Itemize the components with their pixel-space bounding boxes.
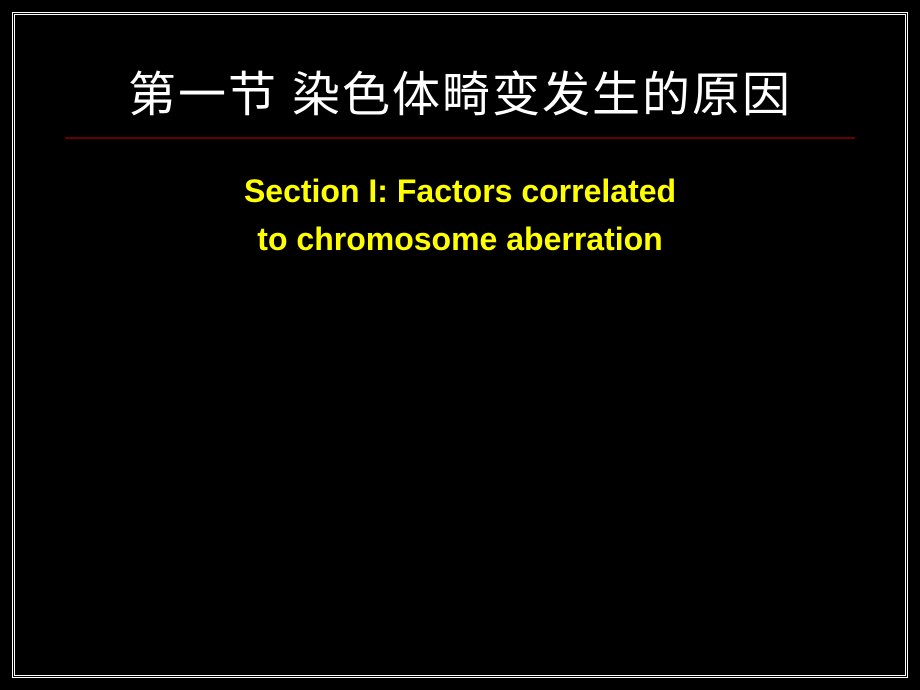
title-underline: [65, 137, 855, 139]
subtitle-english: Section I: Factors correlated to chromos…: [35, 167, 885, 263]
subtitle-line1: Section I: Factors correlated: [244, 173, 676, 209]
slide-container: 第一节 染色体畸变发生的原因 Section I: Factors correl…: [0, 0, 920, 690]
slide-border: 第一节 染色体畸变发生的原因 Section I: Factors correl…: [12, 12, 908, 678]
title-chinese: 第一节 染色体畸变发生的原因: [35, 55, 885, 137]
subtitle-line2: to chromosome aberration: [257, 221, 662, 257]
